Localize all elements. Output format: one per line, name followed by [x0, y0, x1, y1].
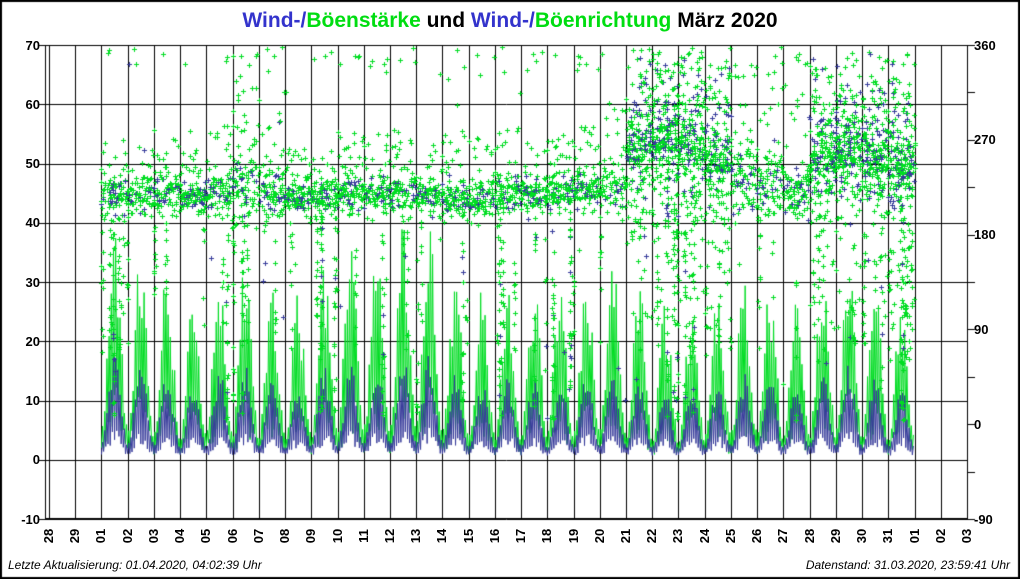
x-axis-tick-20-19: 19	[565, 528, 581, 544]
last-update-text: Letzte Aktualisierung: 01.04.2020, 04:02…	[8, 558, 262, 572]
right-axis-tick-0: 0	[974, 416, 982, 432]
x-axis-tick-30-29: 29	[827, 528, 843, 544]
x-axis-tick-2-01: 01	[93, 528, 109, 544]
right-axis-tick-270: 270	[974, 132, 996, 148]
x-axis-tick-14-13: 13	[408, 528, 424, 544]
x-axis-tick-13-12: 12	[381, 528, 397, 544]
x-axis-tick-16-15: 15	[460, 528, 476, 544]
right-axis-tick-180: 180	[974, 227, 996, 243]
x-axis-tick-29-28: 28	[801, 528, 817, 544]
x-axis-tick-1-29: 29	[67, 528, 83, 544]
left-axis-tick-20: 20	[25, 333, 40, 349]
x-axis-tick-33-01: 01	[906, 528, 922, 544]
left-axis-tick-30: 30	[25, 274, 40, 290]
x-axis-tick-17-16: 16	[486, 528, 502, 544]
title-segment-1: Böenstärke	[306, 9, 421, 32]
x-axis-tick-3-02: 02	[119, 528, 135, 544]
x-axis-tick-15-14: 14	[434, 528, 450, 544]
x-axis-tick-5-04: 04	[172, 528, 188, 544]
x-axis-tick-8-07: 07	[250, 528, 266, 544]
x-axis-tick-0-28: 28	[41, 528, 56, 544]
chart-title: Wind-/Böenstärke und Wind-/Böenrichtung …	[0, 9, 1020, 33]
title-segment-5: März 2020	[671, 9, 778, 32]
x-axis-tick-24-23: 23	[670, 528, 686, 544]
left-axis-tick-50: 50	[25, 156, 40, 171]
left-axis-tick-10: 10	[25, 393, 40, 408]
x-axis-tick-35-03: 03	[959, 528, 974, 544]
x-axis-tick-18-17: 17	[513, 528, 529, 544]
x-axis-tick-9-08: 08	[277, 528, 293, 544]
x-axis-tick-28-27: 27	[775, 528, 791, 544]
x-axis-tick-27-26: 26	[749, 528, 765, 544]
data-timestamp-text: Datenstand: 31.03.2020, 23:59:41 Uhr	[805, 558, 1010, 572]
x-axis-tick-31-30: 30	[854, 528, 870, 544]
title-segment-0: Wind-/	[242, 9, 307, 32]
x-axis-tick-25-24: 24	[696, 528, 712, 544]
right-axis-tick-90: 90	[974, 321, 989, 337]
title-segment-2: und	[420, 9, 471, 32]
x-axis-tick-10-09: 09	[303, 528, 319, 544]
title-segment-4: Böenrichtung	[534, 9, 672, 32]
x-axis-tick-21-20: 20	[591, 528, 607, 544]
left-axis-tick-40: 40	[25, 215, 40, 231]
x-axis-tick-22-21: 21	[618, 528, 634, 544]
title-segment-3: Wind-/	[470, 9, 535, 32]
left-axis-tick-70: 70	[25, 37, 40, 53]
right-axis-tick--90: -90	[974, 511, 993, 527]
x-axis-tick-26-25: 25	[722, 528, 738, 544]
x-axis-tick-32-31: 31	[880, 528, 896, 544]
x-axis-tick-6-05: 05	[198, 528, 214, 544]
left-axis-tick-0: 0	[32, 452, 40, 468]
x-axis-tick-4-03: 03	[145, 528, 161, 544]
x-axis-tick-23-22: 22	[644, 528, 660, 544]
right-axis-tick-360: 360	[974, 37, 996, 53]
x-axis-tick-12-11: 11	[355, 529, 371, 543]
left-axis-tick-60: 60	[25, 96, 40, 112]
x-axis-tick-7-06: 06	[224, 528, 240, 544]
x-axis-tick-11-10: 10	[329, 528, 345, 544]
x-axis-tick-19-18: 18	[539, 528, 555, 544]
x-axis-tick-34-02: 02	[932, 528, 948, 544]
left-axis-tick--10: -10	[21, 511, 40, 527]
